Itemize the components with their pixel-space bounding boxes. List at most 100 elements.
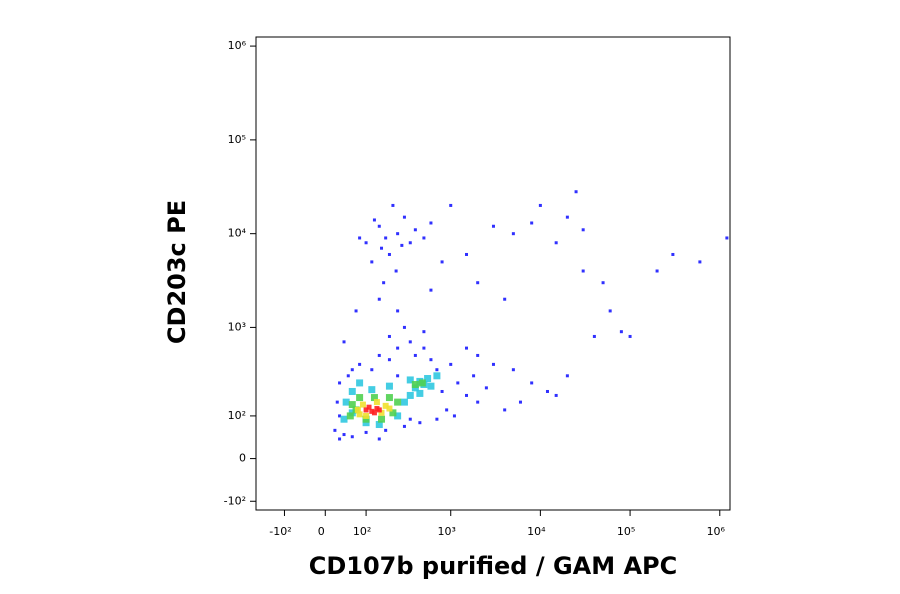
- point: [476, 281, 480, 285]
- point: [354, 406, 361, 413]
- point: [565, 374, 569, 378]
- point: [342, 340, 346, 344]
- point: [363, 407, 369, 413]
- point: [472, 374, 476, 378]
- point: [348, 387, 356, 395]
- point: [418, 379, 426, 387]
- point: [565, 215, 569, 219]
- y-tick-label: 0: [239, 452, 246, 465]
- point: [413, 353, 417, 357]
- point: [408, 241, 412, 245]
- point: [449, 203, 453, 207]
- point: [445, 408, 449, 412]
- point: [592, 334, 596, 338]
- x-tick-label: 10⁴: [527, 525, 546, 538]
- point: [671, 252, 675, 256]
- point: [394, 398, 402, 406]
- point: [429, 221, 433, 225]
- point: [601, 281, 605, 285]
- point: [338, 381, 342, 385]
- y-tick-label: -10²: [224, 494, 246, 507]
- point: [396, 374, 400, 378]
- point: [333, 428, 337, 432]
- point: [362, 415, 370, 423]
- x-tick-label: 10²: [353, 525, 371, 538]
- point: [402, 424, 406, 428]
- point: [387, 252, 391, 256]
- point: [389, 409, 397, 417]
- point: [511, 368, 515, 372]
- y-axis-title: CD203c PE: [163, 200, 191, 344]
- point: [350, 435, 354, 439]
- point: [400, 243, 404, 247]
- point: [429, 358, 433, 362]
- point: [382, 402, 389, 409]
- point: [394, 412, 402, 420]
- point: [433, 372, 441, 380]
- point: [338, 437, 342, 441]
- point: [377, 297, 381, 301]
- point: [372, 218, 376, 222]
- point: [396, 232, 400, 236]
- point: [385, 382, 393, 390]
- point: [402, 215, 406, 219]
- point: [435, 417, 439, 421]
- point: [358, 236, 362, 240]
- point: [380, 246, 384, 250]
- point: [364, 241, 368, 245]
- point: [377, 353, 381, 357]
- point: [338, 414, 342, 418]
- point: [406, 376, 414, 384]
- point: [452, 414, 456, 418]
- point: [464, 393, 468, 397]
- x-tick-label: 10⁶: [707, 525, 726, 538]
- point: [387, 334, 391, 338]
- point: [371, 410, 377, 416]
- point: [375, 421, 383, 429]
- point: [373, 399, 380, 406]
- point: [370, 394, 378, 402]
- y-tick-label: 10³: [228, 320, 246, 333]
- point: [378, 409, 385, 416]
- point: [363, 412, 370, 419]
- point: [484, 386, 488, 390]
- point: [366, 404, 372, 410]
- point: [408, 417, 412, 421]
- point: [402, 325, 406, 329]
- point: [356, 411, 363, 418]
- point: [335, 400, 339, 404]
- point: [698, 260, 702, 264]
- point: [574, 190, 578, 194]
- point: [385, 394, 393, 402]
- point: [340, 415, 348, 423]
- point: [655, 269, 659, 273]
- point: [346, 412, 354, 420]
- point: [382, 281, 386, 285]
- point: [422, 330, 426, 334]
- point: [530, 381, 534, 385]
- point: [422, 346, 426, 350]
- point: [464, 346, 468, 350]
- point: [358, 362, 362, 366]
- point: [422, 236, 426, 240]
- point: [581, 228, 585, 232]
- point: [424, 375, 432, 383]
- point: [364, 430, 368, 434]
- point: [376, 407, 382, 413]
- point: [342, 433, 346, 437]
- point: [400, 398, 408, 406]
- point: [413, 228, 417, 232]
- y-tick-label: 10⁴: [228, 227, 247, 240]
- point: [530, 221, 534, 225]
- point: [346, 374, 350, 378]
- point: [359, 401, 366, 408]
- x-tick-label: 10⁵: [617, 525, 635, 538]
- point: [503, 297, 507, 301]
- point: [449, 362, 453, 366]
- point: [545, 389, 549, 393]
- point: [725, 236, 729, 240]
- point: [427, 382, 435, 390]
- point: [503, 408, 507, 412]
- y-tick-label: 10⁵: [228, 133, 246, 146]
